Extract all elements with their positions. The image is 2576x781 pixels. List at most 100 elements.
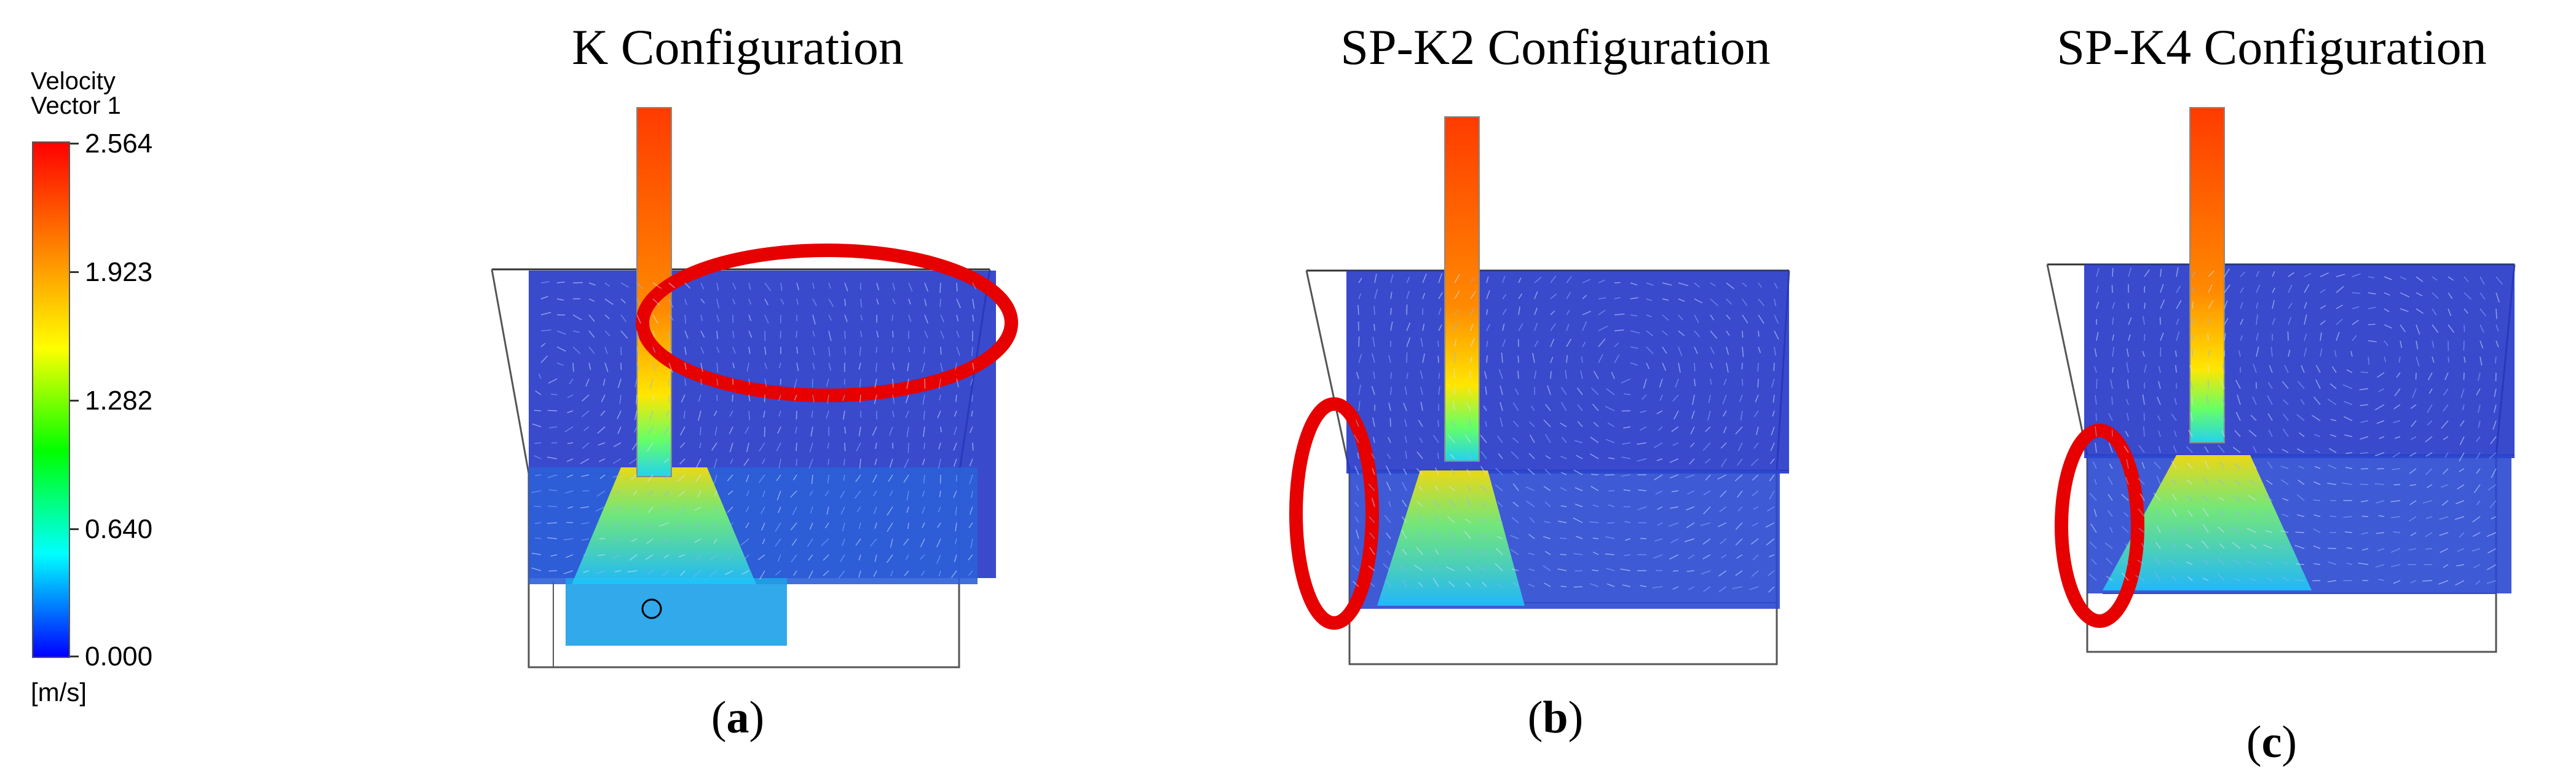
velocity-vector [2202,577,2209,581]
velocity-vector [2096,301,2100,309]
velocity-vector [2144,334,2146,341]
velocity-vector [663,554,670,558]
velocity-vector [636,282,643,289]
velocity-vector [873,570,877,577]
velocity-vector [2170,528,2177,533]
velocity-vector [2256,314,2258,325]
velocity-vector [580,506,590,509]
velocity-vector [2108,442,2113,453]
velocity-vector [2112,317,2114,325]
velocity-vector [2400,340,2403,348]
velocity-vector [1385,465,1391,475]
velocity-vector [1486,290,1490,299]
velocity-vector [2233,578,2241,581]
velocity-vector [2144,364,2147,373]
velocity-vector [1502,294,1507,299]
velocity-vector [1454,290,1460,299]
velocity-vector [2332,366,2337,373]
velocity-vector [711,522,717,529]
velocity-vector [567,506,574,509]
panel-a-highlight-ellipse [636,244,1018,402]
velocity-vector [2448,356,2450,363]
velocity-vector [2443,388,2449,396]
velocity-vector [759,570,765,580]
velocity-vector [2135,575,2145,581]
velocity-vector [1406,337,1411,347]
velocity-vector [2425,516,2433,520]
velocity-vector [2106,576,2113,581]
velocity-vector [953,442,957,451]
velocity-vector [1753,410,1759,418]
velocity-vector [614,570,622,573]
velocity-vector [876,298,879,305]
velocity-vector [907,362,909,371]
velocity-vector [2410,532,2417,536]
velocity-vector [2248,429,2257,437]
velocity-vector [2320,320,2326,325]
velocity-vector [1511,451,1519,459]
velocity-vector [891,346,893,353]
velocity-vector [956,378,959,387]
velocity-vector [2487,484,2497,491]
velocity-vector [780,282,783,291]
velocity-vector [1735,426,1743,435]
velocity-vector [892,362,895,370]
velocity-vector [1582,295,1587,299]
velocity-vector [812,282,815,289]
velocity-vector [2486,564,2497,571]
velocity-vector [1582,311,1591,315]
velocity-vector [727,506,733,513]
velocity-vector [2186,462,2193,469]
velocity-vector [1373,323,1375,331]
velocity-vector [2457,484,2465,490]
velocity-vector [1592,504,1599,507]
velocity-vector [2416,324,2420,335]
velocity-vector [1565,370,1567,379]
velocity-vector [636,394,638,405]
velocity-vector [634,410,638,421]
velocity-vector [2330,434,2337,437]
velocity-vector [2202,507,2209,517]
velocity-vector [1673,410,1679,420]
velocity-vector [732,282,737,290]
velocity-vector [1485,421,1487,427]
velocity-vector [2202,523,2209,533]
velocity-vector [1608,457,1615,459]
velocity-vector [598,458,606,462]
velocity-vector [2256,271,2259,277]
velocity-vector [1434,485,1439,491]
velocity-vector [812,394,815,403]
velocity-vector [631,538,638,542]
velocity-vector [2268,448,2273,453]
velocity-vector [2478,372,2481,381]
velocity-vector [679,458,685,465]
velocity-vector [2313,545,2321,549]
velocity-vector [1532,352,1535,363]
velocity-vector [840,506,845,515]
velocity-vector [1355,419,1359,427]
velocity-vector [1702,442,1711,451]
velocity-vector [920,570,925,576]
velocity-vector [1351,565,1359,571]
velocity-vector [2096,331,2099,341]
velocity-vector [1479,485,1487,491]
velocity-vector [613,522,622,527]
velocity-vector [2138,508,2145,517]
velocity-vector [1437,419,1439,427]
velocity-vector [1742,298,1748,306]
velocity-vector [2345,467,2353,469]
velocity-vector [2106,557,2113,565]
velocity-vector [1373,306,1375,315]
velocity-vector [2201,494,2209,501]
velocity-vector [812,346,815,355]
velocity-vector [2154,572,2161,581]
velocity-vector [2448,276,2454,281]
velocity-vector [1735,570,1743,576]
velocity-vector [2218,445,2225,453]
velocity-vector [1662,298,1669,301]
velocity-vector [647,474,654,483]
velocity-vector [569,378,574,385]
velocity-vector [2314,466,2321,469]
velocity-vector [1758,346,1761,354]
velocity-vector [828,362,832,371]
